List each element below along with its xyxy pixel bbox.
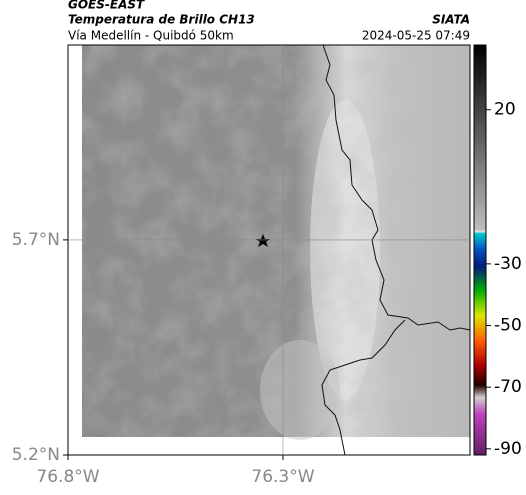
location-marker [256,234,270,247]
title: GOES-EAST [68,0,145,12]
colorbar-tick-label: 20 [494,100,516,120]
boundary-line [322,45,470,331]
datetime: 2024-05-25 07:49 [362,29,470,43]
y-tick-label: 5.2°N [12,445,60,465]
x-tick-label: 76.3°W [251,467,314,487]
x-tick-label: 76.8°W [36,467,99,487]
colorbar-tick-label: -70 [494,377,522,397]
location: Vía Medellín - Quibdó 50km [68,29,234,43]
image-texture [82,45,470,437]
map-frame [67,44,471,456]
satellite-image [82,45,470,455]
colorbar-tick-label: -30 [494,254,522,274]
colorbar-tick-label: -90 [494,439,522,459]
colorbar [473,44,487,456]
source: SIATA [432,13,470,27]
colorbar-tick-label: -50 [494,316,522,336]
subtitle: Temperatura de Brillo CH13 [68,13,255,27]
coastline [321,319,406,455]
y-tick-label: 5.7°N [12,230,60,250]
